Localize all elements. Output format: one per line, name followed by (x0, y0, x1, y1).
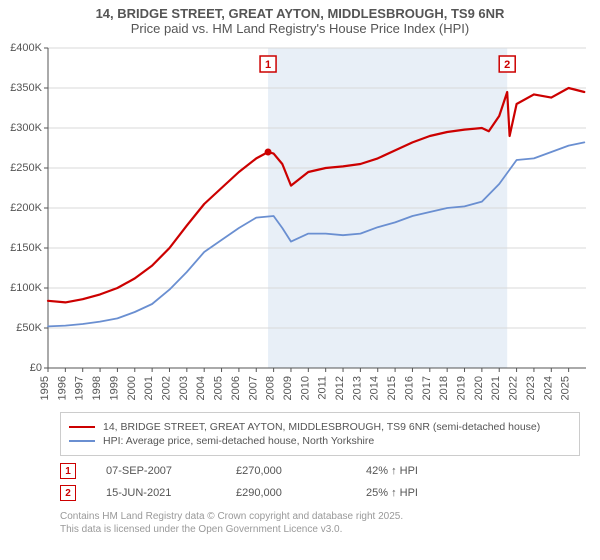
title-line-1: 14, BRIDGE STREET, GREAT AYTON, MIDDLESB… (10, 6, 590, 21)
svg-text:2013: 2013 (351, 376, 363, 400)
svg-text:£150K: £150K (10, 242, 42, 254)
sale-date: 15-JUN-2021 (106, 487, 236, 499)
sale-vs-hpi: 25% ↑ HPI (366, 487, 496, 499)
svg-text:2018: 2018 (438, 376, 450, 400)
legend-item: HPI: Average price, semi-detached house,… (69, 435, 571, 447)
svg-text:1999: 1999 (108, 376, 120, 400)
sale-date: 07-SEP-2007 (106, 465, 236, 477)
svg-text:2006: 2006 (230, 376, 242, 400)
svg-text:2001: 2001 (143, 376, 155, 400)
sales-table: 1 07-SEP-2007£270,00042% ↑ HPI 2 15-JUN-202… (60, 460, 580, 504)
svg-text:£100K: £100K (10, 282, 42, 294)
svg-text:1998: 1998 (91, 376, 103, 400)
sale-row: 1 07-SEP-2007£270,00042% ↑ HPI (60, 460, 580, 482)
legend-label: HPI: Average price, semi-detached house,… (103, 435, 374, 447)
sale-row: 2 15-JUN-2021£290,00025% ↑ HPI (60, 482, 580, 504)
svg-text:2008: 2008 (265, 376, 277, 400)
svg-text:£350K: £350K (10, 82, 42, 94)
svg-text:2011: 2011 (317, 376, 329, 400)
legend-swatch (69, 426, 95, 429)
svg-text:£400K: £400K (10, 42, 42, 54)
svg-text:2012: 2012 (334, 376, 346, 400)
svg-text:2024: 2024 (542, 376, 554, 400)
svg-text:2016: 2016 (403, 376, 415, 400)
chart-area: £0 £50K £100K £150K £200K £250K £300K £350K £400… (0, 38, 600, 408)
svg-text:2005: 2005 (213, 376, 225, 400)
svg-text:2015: 2015 (386, 376, 398, 400)
footer-line-1: Contains HM Land Registry data © Crown c… (60, 510, 580, 523)
svg-text:2000: 2000 (126, 376, 138, 400)
svg-text:2020: 2020 (473, 376, 485, 400)
sale-number-box: 2 (60, 485, 76, 501)
svg-text:£250K: £250K (10, 162, 42, 174)
svg-text:2014: 2014 (369, 376, 381, 400)
svg-text:2022: 2022 (508, 376, 520, 400)
sale-vs-hpi: 42% ↑ HPI (366, 465, 496, 477)
legend-swatch (69, 440, 95, 443)
title-block: 14, BRIDGE STREET, GREAT AYTON, MIDDLESB… (0, 0, 600, 38)
sale-number-box: 1 (60, 463, 76, 479)
svg-text:£300K: £300K (10, 122, 42, 134)
sale-marker-number: 1 (265, 59, 271, 71)
svg-text:2025: 2025 (560, 376, 572, 400)
svg-text:1997: 1997 (74, 376, 86, 400)
svg-text:2002: 2002 (160, 376, 172, 400)
title-line-2: Price paid vs. HM Land Registry's House … (10, 21, 590, 36)
svg-text:2004: 2004 (195, 376, 207, 400)
svg-text:2010: 2010 (299, 376, 311, 400)
svg-text:2007: 2007 (247, 376, 259, 400)
svg-text:2017: 2017 (421, 376, 433, 400)
svg-text:2021: 2021 (490, 376, 502, 400)
svg-text:£0: £0 (30, 362, 42, 374)
svg-text:£50K: £50K (16, 322, 42, 334)
footer-line-2: This data is licensed under the Open Gov… (60, 523, 580, 536)
sale-price: £270,000 (236, 465, 366, 477)
svg-text:£200K: £200K (10, 202, 42, 214)
sale-marker-number: 2 (504, 59, 510, 71)
footer-attribution: Contains HM Land Registry data © Crown c… (60, 510, 580, 536)
svg-text:2023: 2023 (525, 376, 537, 400)
svg-text:1995: 1995 (39, 376, 51, 400)
svg-text:2019: 2019 (456, 376, 468, 400)
svg-text:2009: 2009 (282, 376, 294, 400)
legend-item: 14, BRIDGE STREET, GREAT AYTON, MIDDLESB… (69, 421, 571, 433)
legend-label: 14, BRIDGE STREET, GREAT AYTON, MIDDLESB… (103, 421, 540, 433)
line-chart-svg: £0 £50K £100K £150K £200K £250K £300K £350K £400… (0, 38, 600, 408)
legend: 14, BRIDGE STREET, GREAT AYTON, MIDDLESB… (60, 412, 580, 456)
svg-text:2003: 2003 (178, 376, 190, 400)
sale-price: £290,000 (236, 487, 366, 499)
sale-marker-dot (265, 149, 272, 156)
svg-text:1996: 1996 (56, 376, 68, 400)
chart-container: 14, BRIDGE STREET, GREAT AYTON, MIDDLESB… (0, 0, 600, 560)
